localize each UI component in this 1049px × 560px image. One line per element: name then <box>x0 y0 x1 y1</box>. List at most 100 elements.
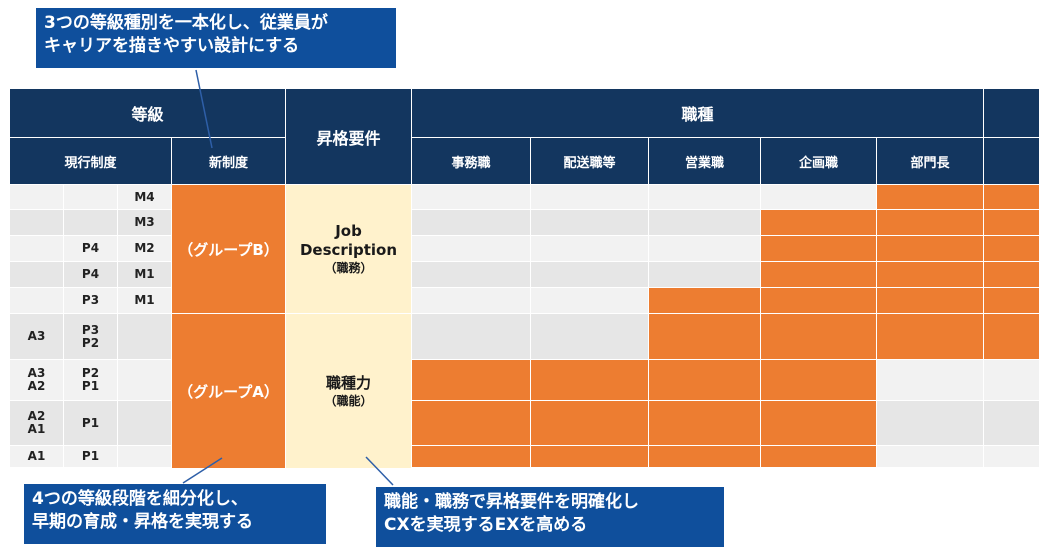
grade-label: P3 <box>81 293 100 307</box>
requirement-b-line1: Job <box>335 221 362 240</box>
job-coverage-cell <box>761 262 876 287</box>
grade-cell-a: A1 <box>10 446 63 467</box>
job-header-3: 企画職 <box>761 138 876 184</box>
grade-label: P3 <box>81 322 100 337</box>
job-empty-cell <box>877 401 983 445</box>
grade-cell-m: M4 <box>118 185 171 209</box>
connector-top <box>195 69 213 149</box>
grade-label: A1 <box>27 449 46 463</box>
grade-label: M1 <box>134 267 155 281</box>
grade-cell-m <box>118 401 171 445</box>
job-coverage-cell <box>531 446 648 467</box>
job-coverage-cell <box>649 288 760 313</box>
job-types-header-label: 職種 <box>681 105 714 124</box>
grade-cell-m <box>118 446 171 467</box>
grade-label: P4 <box>81 241 100 255</box>
connector-bottom-right <box>365 456 394 486</box>
job-empty-cell <box>877 446 983 467</box>
job-coverage-cell <box>984 314 1039 359</box>
grade-label: A2 <box>27 379 46 393</box>
grade-cell-p <box>64 185 117 209</box>
callout-bottom-right-line2: CXを実現するEXを高める <box>384 515 588 535</box>
job-empty-cell <box>412 288 530 313</box>
job-header-1: 配送職等 <box>531 138 648 184</box>
job-header-2: 営業職 <box>649 138 760 184</box>
job-coverage-cell <box>877 185 983 209</box>
job-coverage-cell <box>649 401 760 445</box>
callout-bottom-right: 職能・職務で昇格要件を明確化し CXを実現するEXを高める <box>376 487 724 547</box>
job-header-label: 企画職 <box>798 155 838 171</box>
callout-bottom-left-line2: 早期の育成・昇格を実現する <box>32 512 253 532</box>
job-empty-cell <box>531 185 648 209</box>
job-coverage-cell <box>761 446 876 467</box>
job-coverage-cell <box>531 360 648 400</box>
group-b-cell: （グループB） <box>172 185 285 313</box>
job-empty-cell <box>984 401 1039 445</box>
job-coverage-cell <box>761 288 876 313</box>
job-empty-cell <box>984 446 1039 467</box>
new-system-label: 新制度 <box>208 155 248 171</box>
grade-label: P2 <box>81 366 100 380</box>
job-empty-cell <box>531 314 648 359</box>
grade-header: 等級 <box>10 89 285 137</box>
grade-label: M4 <box>134 189 155 204</box>
grade-cell-p: P1 <box>64 446 117 467</box>
requirement-b-line3: （職務） <box>324 260 373 275</box>
callout-top-line1: 3つの等級種別を一本化し、従業員が <box>44 13 328 33</box>
grade-cell-m: M3 <box>118 210 171 235</box>
requirement-a-line2: （職能） <box>324 393 373 408</box>
grade-label: P4 <box>81 267 100 281</box>
grade-cell-a: A3 A2 <box>10 360 63 400</box>
requirement-a-cell: 職種力 （職能） <box>286 314 411 468</box>
callout-top-line2: キャリアを描きやすい設計にする <box>44 36 300 56</box>
current-system-label: 現行制度 <box>64 155 117 171</box>
job-coverage-cell <box>877 288 983 313</box>
job-coverage-cell <box>761 236 876 261</box>
grade-cell-p: P2 P1 <box>64 360 117 400</box>
job-empty-cell <box>984 360 1039 400</box>
job-empty-cell <box>531 210 648 235</box>
grade-cell-a <box>10 236 63 261</box>
new-system-header: 新制度 <box>172 138 285 184</box>
grade-cell-a: A2 A1 <box>10 401 63 445</box>
job-empty-cell <box>877 360 983 400</box>
job-coverage-cell <box>761 210 876 235</box>
job-header-label: 配送職等 <box>563 155 616 171</box>
job-empty-cell <box>649 262 760 287</box>
job-empty-cell <box>412 314 530 359</box>
job-header-label: 営業職 <box>684 155 724 171</box>
grade-cell-a <box>10 288 63 313</box>
callout-bottom-right-line1: 職能・職務で昇格要件を明確化し <box>384 492 639 512</box>
job-coverage-cell <box>877 236 983 261</box>
job-coverage-cell <box>412 360 530 400</box>
extra-header <box>984 89 1039 137</box>
job-coverage-cell <box>984 262 1039 287</box>
job-coverage-cell <box>761 360 876 400</box>
connector-bottom-left <box>182 457 223 484</box>
grade-cell-p: P4 <box>64 262 117 287</box>
grade-cell-p: P3 <box>64 288 117 313</box>
job-coverage-cell <box>984 185 1039 209</box>
job-header-label: 部門長 <box>910 155 950 171</box>
job-coverage-cell <box>877 210 983 235</box>
grade-cell-p: P1 <box>64 401 117 445</box>
requirements-header: 昇格要件 <box>286 89 411 184</box>
job-coverage-cell <box>877 314 983 359</box>
job-empty-cell <box>531 262 648 287</box>
requirement-b-line2: Description <box>299 240 398 259</box>
grade-cell-p: P4 <box>64 236 117 261</box>
job-empty-cell <box>649 185 760 209</box>
job-empty-cell <box>412 210 530 235</box>
job-empty-cell <box>649 236 760 261</box>
job-coverage-cell <box>984 236 1039 261</box>
requirement-b-cell: Job Description （職務） <box>286 185 411 313</box>
job-empty-cell <box>412 185 530 209</box>
grade-label: P1 <box>81 449 100 463</box>
job-empty-cell <box>761 185 876 209</box>
current-system-header: 現行制度 <box>10 138 171 184</box>
grade-label: A3 <box>27 366 46 380</box>
grade-cell-a <box>10 262 63 287</box>
grade-label: A3 <box>27 329 46 343</box>
grade-cell-a: A3 <box>10 314 63 359</box>
